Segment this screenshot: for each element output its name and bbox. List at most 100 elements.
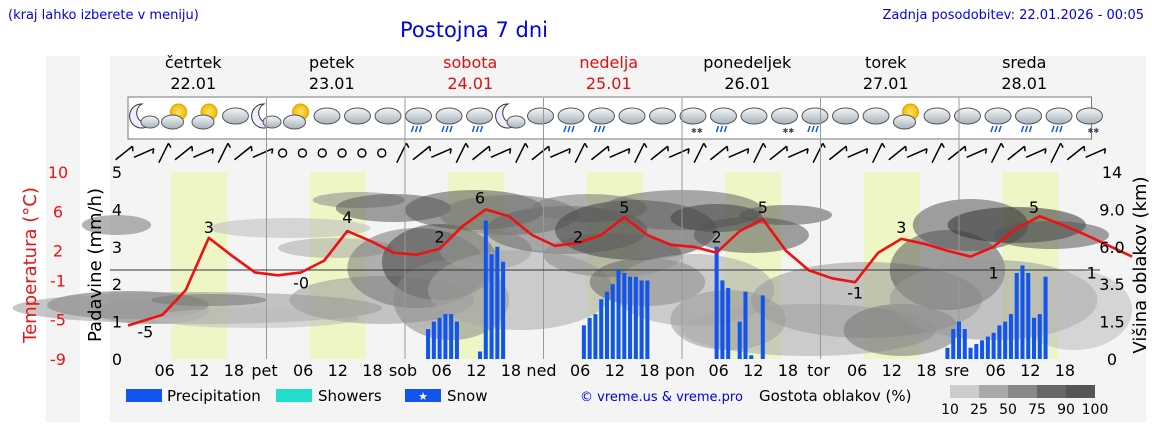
wind-barb-icon [531,145,550,161]
rain-drop-icon [471,125,476,133]
cloud-icon [954,107,981,125]
wind-barb-icon [787,147,809,159]
cloud-icon [649,107,676,125]
day-name: petek [309,53,355,72]
cloud-icon [527,107,554,125]
temperature-label: 2 [573,228,583,247]
snowflake-icon: ✱✱ [1088,127,1100,135]
wind-barb-icon [769,145,788,161]
temp-axis-tick: 2 [53,242,63,261]
wind-barb-icon [812,142,824,164]
wind-barb-tick [865,148,869,154]
temp-axis-title: Temperatura (°C) [20,187,41,344]
wind-barb-icon [174,145,193,161]
hour-tick-label: 06 [293,361,313,380]
cloud-icon [313,107,341,125]
hour-tick-label: 06 [570,361,590,380]
precipitation-bar [599,299,604,359]
wind-barb-icon [947,145,966,161]
cloud-icon [466,107,493,125]
rain-drop-icon [475,125,480,133]
precip-axis-tick: 2 [112,275,122,294]
density-step-label: 75 [1028,402,1046,418]
hour-tick-label: 12 [743,361,763,380]
wind-barb-tick [568,148,571,154]
precipitation-bar [610,284,615,359]
wind-barb-icon [193,147,214,159]
temperature-label: -0 [293,273,309,292]
density-step-label: 10 [941,402,959,418]
cloud-icon [984,107,1012,125]
cloud-icon [1045,107,1073,125]
wind-barb-tick [627,148,631,154]
legend-showers-swatch [276,389,312,402]
wind-barb-tick [984,148,988,154]
density-step-label: 100 [1082,402,1109,418]
cloud-density-blob [739,205,833,225]
temperature-label: 2 [712,228,722,247]
cloud-icon [191,114,215,130]
precipitation-bar [1020,265,1025,359]
precipitation-bar [1026,272,1031,359]
density-swatch [1037,385,1066,398]
wind-barb-icon [490,147,511,159]
wind-barb-icon [871,142,883,164]
density-swatch [1008,385,1037,398]
cloud-density-blob [81,215,152,235]
wind-barb-icon [1066,145,1085,161]
wind-barb-icon [455,142,467,164]
precipitation-bar [1043,276,1048,359]
left-axis-strip [46,56,80,422]
rain-drop-icon [1024,125,1029,133]
precipitation-bar [431,321,436,359]
precipitation-bar [985,336,990,359]
precipitation-bar [501,261,506,359]
precipitation-bar [1037,314,1042,359]
copyright-link[interactable]: © vreme.us & vreme.pro [580,390,743,405]
cloud-icon [771,107,798,125]
hour-tick-label: 12 [605,361,625,380]
cloud-axis-tick: 9.0 [1099,200,1124,219]
temperature-label: 3 [204,218,214,237]
snowflake-icon: ✱✱ [783,127,795,135]
wind-calm-icon [377,148,387,158]
temp-axis-tick: -9 [50,350,66,369]
cloud-icon [588,107,615,125]
cloud-axis-title: Višina oblakov (km) [1130,176,1151,353]
legend-showers-label: Showers [318,387,382,405]
wind-barb-tick [881,142,886,149]
cloud-icon [344,107,371,125]
precipitation-bar [645,280,650,359]
cloud-icon [1015,107,1042,125]
day-name: sobota [443,53,497,72]
rain-drop-icon [1055,125,1059,133]
precip-axis-tick: 5 [112,163,122,182]
precipitation-bar [581,325,586,359]
legend-precipitation-label: Precipitation [167,387,261,405]
grid-lines [110,98,1100,359]
cloud-icon [832,107,859,125]
cloud-axis-tick: 3.5 [1099,275,1124,294]
wind-barb-tick [806,148,809,154]
precipitation-bar [951,329,956,359]
precipitation-bar [726,287,731,359]
wind-barb-tick [1103,148,1107,154]
wind-barb-tick [822,142,826,149]
temperature-label: 4 [342,208,352,227]
wind-barb-icon [234,145,252,161]
wind-barb-icon [650,145,669,161]
rain-drop-icon [449,125,453,133]
hour-tick-label: 18 [639,361,659,380]
wind-barb-icon [990,142,1002,164]
precipitation-bar [980,340,985,359]
temperature-label: 3 [896,218,906,237]
precipitation-bar [714,246,719,359]
legend-snow-swatch [405,389,441,402]
wind-barb-tick [584,142,588,149]
precipitation-bar [1003,321,1008,359]
cloud-icon [435,107,463,125]
precipitation-bar [633,276,638,359]
wind-barb-tick [211,148,214,154]
